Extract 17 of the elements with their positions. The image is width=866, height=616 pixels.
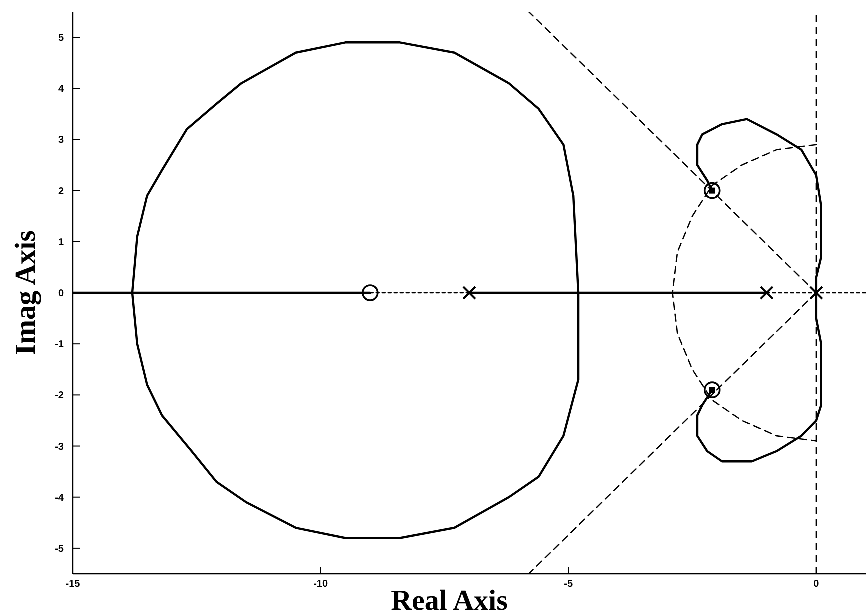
y-tick-label: -1 [55, 340, 64, 351]
x-axis-title: Real Axis [391, 585, 508, 616]
x-tick-label: 0 [814, 579, 820, 590]
y-tick-label: -5 [55, 544, 64, 555]
y-tick-label: 0 [58, 288, 64, 300]
x-tick-label: -5 [564, 579, 574, 590]
x-tick-label: -15 [66, 579, 81, 590]
x-tick-label: -10 [314, 579, 328, 590]
y-tick-label: 4 [58, 84, 64, 96]
y-tick-label: 3 [58, 135, 64, 146]
y-tick-label: -3 [55, 442, 64, 453]
y-tick-label: 5 [58, 33, 64, 44]
y-tick-label: 1 [58, 237, 64, 248]
y-tick-label: 2 [58, 186, 64, 198]
y-tick-label: -2 [55, 390, 64, 402]
y-tick-label: -4 [55, 492, 64, 504]
y-axis-title: Imag Axis [10, 230, 42, 356]
